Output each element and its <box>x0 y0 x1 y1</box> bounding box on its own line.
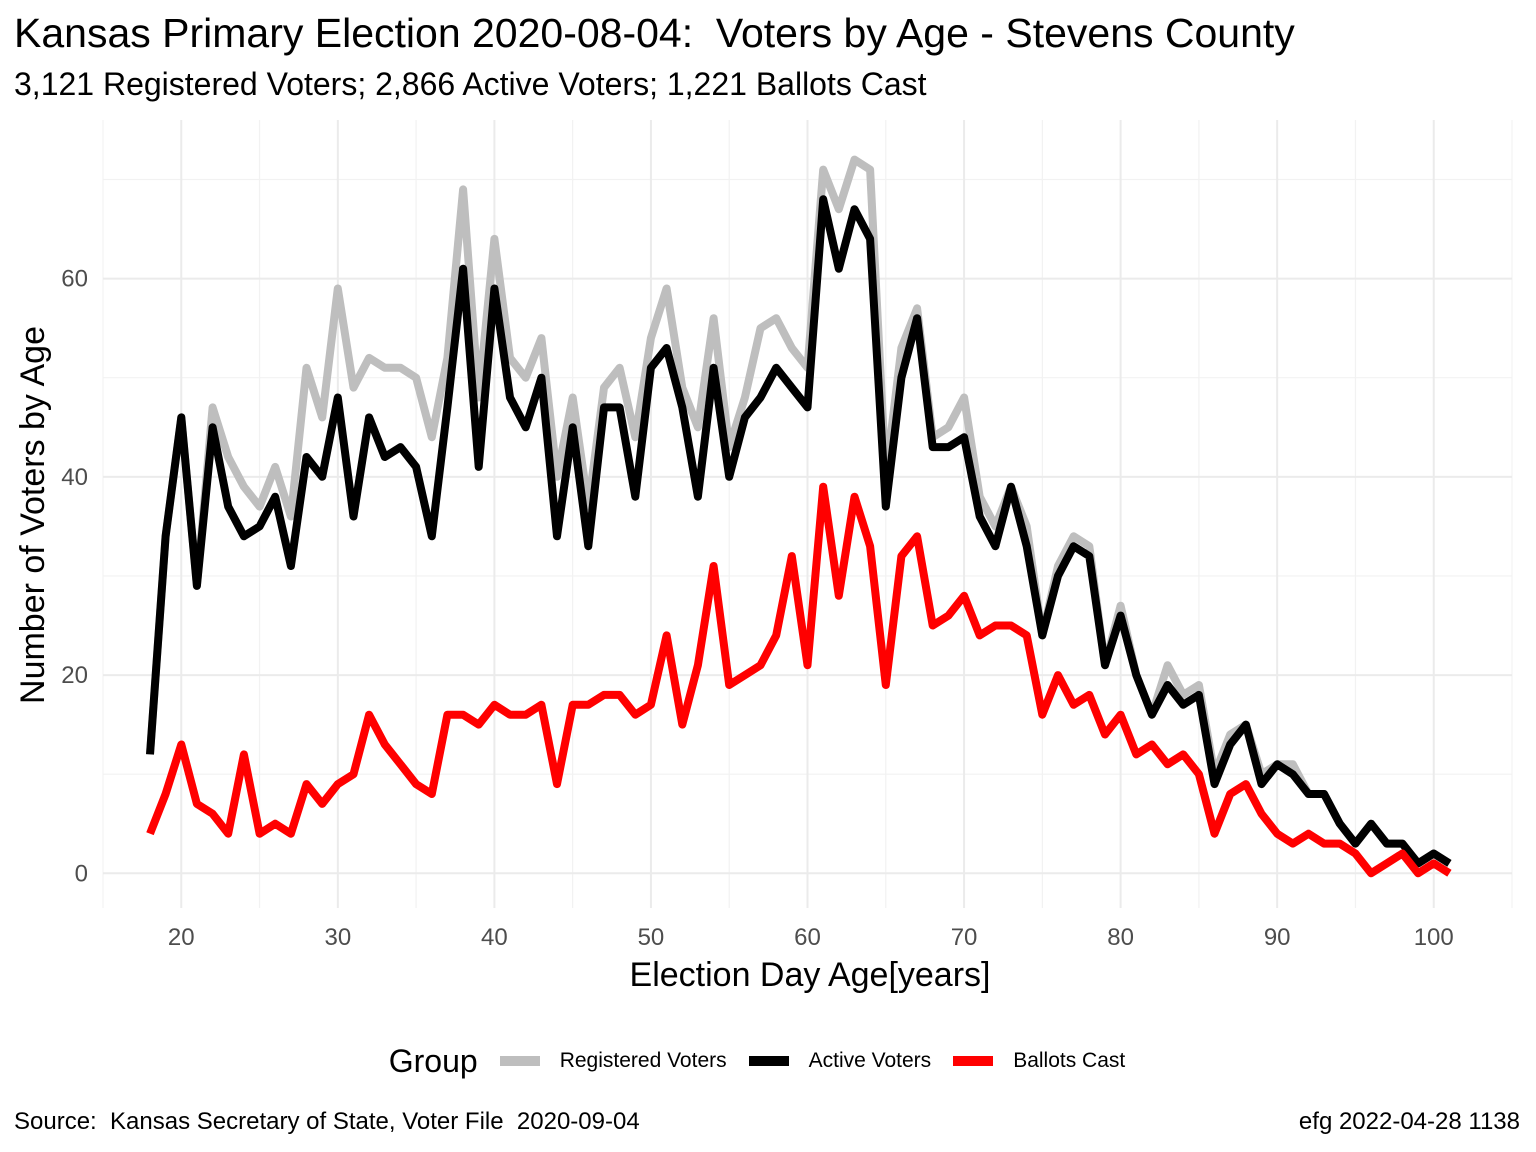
chart-title: Kansas Primary Election 2020-08-04: Vote… <box>14 10 1295 56</box>
x-tick-label: 20 <box>168 924 195 951</box>
legend-label-registered: Registered Voters <box>559 1049 727 1072</box>
y-axis-label: Number of Voters by Age <box>14 326 52 704</box>
legend-item-active: Active Voters <box>748 1049 932 1073</box>
legend-item-registered: Registered Voters <box>499 1049 727 1073</box>
x-axis-label: Election Day Age[years] <box>630 956 991 994</box>
x-tick-label: 80 <box>1107 924 1134 951</box>
legend-label-active: Active Voters <box>808 1049 932 1072</box>
legend: Group Registered Voters Active Voters Ba… <box>0 1036 1536 1086</box>
legend-label-ballots: Ballots Cast <box>1013 1049 1126 1072</box>
y-tick-label: 60 <box>61 266 88 293</box>
y-axis-ticks: 0 20 40 60 <box>61 266 88 888</box>
series-lines <box>146 155 1452 878</box>
x-tick-label: 40 <box>481 924 508 951</box>
x-tick-label: 70 <box>951 924 978 951</box>
series-line-ballots-cast <box>146 482 1452 878</box>
legend-key-ballots <box>953 1056 994 1066</box>
series-line-registered-voters <box>146 155 1452 868</box>
x-axis-ticks: 20 30 40 50 60 70 80 90 100 <box>168 924 1454 951</box>
x-tick-label: 100 <box>1414 924 1454 951</box>
chart-subtitle: 3,121 Registered Voters; 2,866 Active Vo… <box>14 66 927 102</box>
legend-key-active <box>748 1056 789 1066</box>
y-tick-label: 20 <box>61 662 88 689</box>
credit-caption: efg 2022-04-28 1138 <box>1298 1108 1520 1135</box>
series-line-active-voters <box>146 195 1452 868</box>
y-tick-label: 0 <box>75 860 88 887</box>
x-tick-label: 90 <box>1264 924 1291 951</box>
legend-item-ballots: Ballots Cast <box>953 1049 1125 1073</box>
legend-title: Group <box>388 1042 478 1079</box>
x-tick-label: 60 <box>794 924 821 951</box>
source-caption: Source: Kansas Secretary of State, Voter… <box>14 1108 640 1135</box>
legend-key-registered <box>499 1056 540 1066</box>
x-tick-label: 30 <box>324 924 351 951</box>
y-tick-label: 40 <box>61 464 88 491</box>
x-tick-label: 50 <box>638 924 665 951</box>
